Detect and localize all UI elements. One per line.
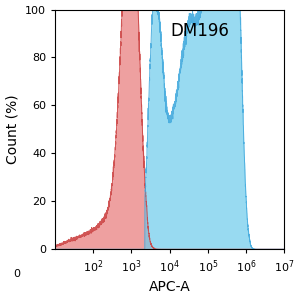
Y-axis label: Count (%): Count (%) — [6, 94, 20, 164]
Text: 0: 0 — [13, 269, 20, 279]
X-axis label: APC-A: APC-A — [149, 280, 190, 294]
Text: DM196: DM196 — [170, 22, 229, 40]
